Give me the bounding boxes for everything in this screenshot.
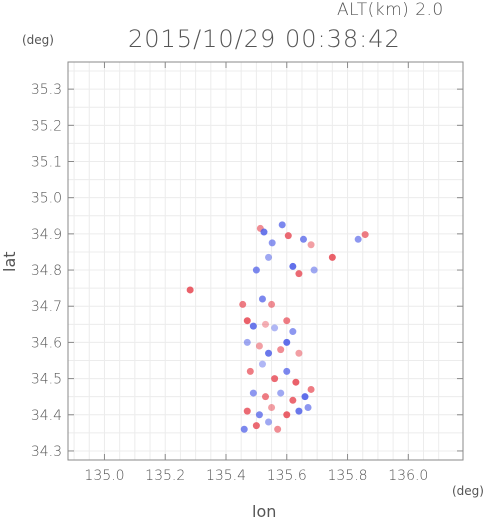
tick-layer: 34.3 34.4 34.5 34.6 34.7 34.8 34.9 35.0 35.1 35.2… bbox=[31, 62, 463, 484]
data-point bbox=[262, 393, 269, 401]
data-point bbox=[299, 235, 307, 243]
y-tick-label: 35.1 bbox=[31, 155, 62, 171]
x-tick-label: 135.0 bbox=[84, 468, 124, 484]
timestamp-title: 2015/10/29 00:38:42 bbox=[128, 25, 401, 53]
data-point bbox=[283, 411, 291, 419]
x-axis-title: lon bbox=[252, 502, 277, 521]
data-point bbox=[186, 286, 194, 294]
data-point bbox=[243, 338, 251, 346]
data-point bbox=[278, 221, 286, 229]
data-point bbox=[328, 253, 336, 261]
data-point bbox=[252, 422, 260, 430]
x-tick-label: 135.6 bbox=[267, 468, 307, 484]
data-point bbox=[283, 317, 291, 325]
data-point bbox=[243, 317, 251, 325]
grid-layer bbox=[68, 62, 463, 460]
data-point bbox=[271, 324, 279, 332]
data-point bbox=[283, 338, 291, 346]
data-point bbox=[268, 404, 276, 412]
x-tick-label: 135.4 bbox=[206, 468, 246, 484]
y-tick-label: 34.6 bbox=[31, 335, 62, 351]
data-point bbox=[289, 328, 297, 336]
data-point bbox=[295, 270, 303, 278]
data-point bbox=[292, 378, 300, 386]
y-tick-label: 34.8 bbox=[31, 263, 62, 279]
data-point bbox=[255, 342, 263, 350]
data-point bbox=[249, 389, 257, 397]
y-axis-unit: (deg) bbox=[22, 33, 54, 47]
altitude-label: ALT(km) 2.0 bbox=[337, 0, 444, 20]
x-tick-label: 135.8 bbox=[327, 468, 367, 484]
data-point bbox=[260, 228, 268, 236]
data-point bbox=[289, 396, 297, 404]
data-point bbox=[295, 349, 303, 357]
data-point bbox=[361, 231, 369, 239]
data-point bbox=[277, 346, 285, 354]
data-point bbox=[268, 300, 276, 308]
y-tick-label: 34.9 bbox=[31, 227, 62, 243]
data-point bbox=[271, 375, 279, 383]
data-point bbox=[265, 349, 273, 357]
plot-frame bbox=[67, 61, 464, 461]
data-point bbox=[304, 404, 312, 412]
data-point bbox=[240, 425, 248, 433]
data-point bbox=[310, 266, 318, 274]
y-tick-label: 35.0 bbox=[31, 191, 62, 207]
y-tick-label: 34.5 bbox=[31, 372, 62, 388]
data-point bbox=[284, 232, 292, 240]
data-point bbox=[307, 385, 315, 393]
data-layer bbox=[186, 221, 369, 433]
data-point bbox=[258, 360, 266, 368]
data-point bbox=[252, 266, 260, 274]
x-tick-label: 136.0 bbox=[388, 468, 428, 484]
data-point bbox=[301, 393, 309, 401]
data-point bbox=[295, 407, 303, 415]
y-tick-label: 34.3 bbox=[31, 444, 62, 460]
y-tick-label: 34.4 bbox=[31, 408, 62, 424]
data-point bbox=[249, 322, 257, 330]
y-tick-label: 35.2 bbox=[31, 118, 62, 134]
data-point bbox=[277, 389, 285, 397]
data-point bbox=[274, 425, 282, 433]
y-tick-label: 34.7 bbox=[31, 299, 62, 315]
data-point bbox=[243, 407, 251, 415]
data-point bbox=[258, 295, 266, 303]
data-point bbox=[265, 253, 273, 261]
data-point bbox=[239, 300, 247, 308]
data-point bbox=[289, 262, 297, 270]
x-tick-label: 135.2 bbox=[145, 468, 185, 484]
data-point bbox=[268, 239, 276, 247]
data-point bbox=[265, 418, 273, 426]
data-point bbox=[255, 411, 263, 419]
data-point bbox=[283, 367, 291, 375]
data-point bbox=[354, 235, 362, 243]
data-point bbox=[246, 367, 254, 375]
x-axis-unit: (deg) bbox=[452, 484, 484, 498]
y-tick-label: 35.3 bbox=[31, 82, 62, 98]
data-point bbox=[307, 241, 315, 249]
data-point bbox=[262, 320, 269, 328]
